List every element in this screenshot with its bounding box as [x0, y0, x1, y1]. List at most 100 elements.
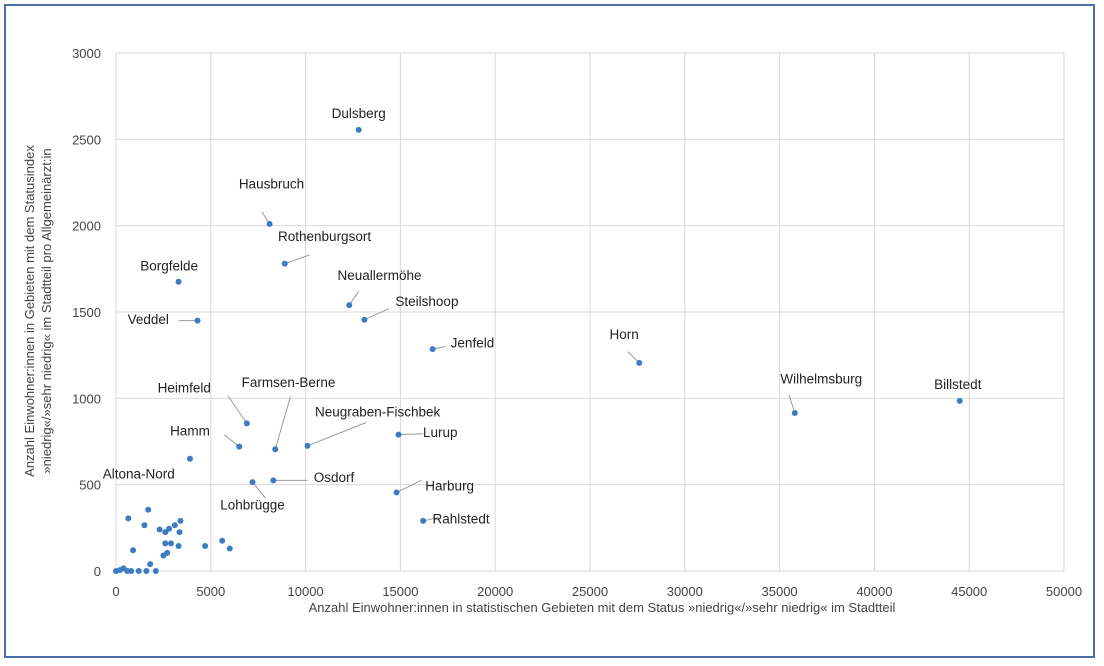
point-label: Farmsen-Berne	[242, 375, 336, 390]
y-tick-label: 2500	[72, 132, 101, 147]
leader-line	[284, 254, 310, 265]
leader-line	[223, 434, 240, 448]
x-tick-label: 40000	[856, 584, 892, 599]
x-tick-label: 20000	[477, 584, 513, 599]
x-tick-label: 10000	[288, 584, 324, 599]
data-point	[226, 545, 233, 552]
data-point	[420, 517, 427, 524]
data-point	[145, 506, 152, 513]
data-point	[143, 568, 150, 574]
leader-line	[398, 433, 424, 436]
data-points	[113, 126, 963, 574]
data-point	[304, 442, 311, 449]
x-tick-label: 30000	[667, 584, 703, 599]
grid	[115, 52, 1065, 572]
point-label: Rothenburgsort	[278, 229, 371, 244]
point-label: Steilshoop	[395, 294, 458, 309]
data-point	[346, 302, 353, 309]
data-point	[281, 260, 288, 267]
data-point	[171, 522, 178, 529]
data-point	[164, 549, 171, 556]
data-point	[636, 359, 643, 366]
data-point	[141, 522, 148, 529]
y-axis-label-line2: »niedrig«/»sehr niedrig« im Stadtteil pr…	[39, 148, 54, 473]
point-label: Veddel	[128, 312, 169, 327]
point-label: Hausbruch	[239, 177, 304, 192]
data-point	[236, 443, 243, 450]
leader-line	[307, 422, 367, 447]
leader-line	[274, 396, 291, 450]
data-point	[167, 540, 174, 547]
point-label: Billstedt	[934, 377, 982, 392]
data-point	[395, 431, 402, 438]
data-point	[162, 540, 169, 547]
point-label: Dulsberg	[332, 106, 386, 121]
point-labels: Dulsberg Hausbruch Rothenburgsort Borgfelde…	[103, 106, 982, 527]
data-point	[175, 278, 182, 285]
data-point	[791, 410, 798, 417]
point-label: Hamm	[170, 423, 210, 438]
y-tick-label: 500	[79, 478, 101, 493]
data-point	[162, 529, 169, 536]
point-label: Jenfeld	[451, 335, 495, 350]
chart-frame	[4, 4, 1095, 658]
data-point	[175, 542, 182, 549]
x-tick-label: 45000	[951, 584, 987, 599]
x-axis-label: Anzahl Einwohner:innen in statistischen …	[309, 600, 896, 615]
point-label: Rahlstedt	[433, 512, 490, 527]
point-label: Lohbrügge	[220, 498, 285, 513]
point-label: Altona-Nord	[103, 467, 175, 482]
x-tick-label: 0	[112, 584, 119, 599]
data-point	[186, 455, 193, 462]
data-point	[956, 397, 963, 404]
y-tick-label: 3000	[72, 46, 101, 61]
data-point	[361, 316, 368, 323]
data-point	[156, 526, 163, 533]
data-point	[147, 561, 154, 568]
data-point	[152, 568, 159, 574]
y-tick-label: 2000	[72, 219, 101, 234]
x-tick-label: 15000	[382, 584, 418, 599]
y-axis-label-line1: Anzahl Einwohner:innen in Gebieten mit d…	[22, 145, 37, 477]
data-point	[130, 547, 137, 554]
point-label: Horn	[609, 327, 638, 342]
point-label: Heimfeld	[158, 380, 211, 395]
data-point	[176, 529, 183, 536]
data-point	[249, 479, 256, 486]
point-label: Wilhelmsburg	[780, 372, 862, 387]
data-point	[125, 515, 132, 522]
x-tick-label: 25000	[572, 584, 608, 599]
x-tick-label: 5000	[196, 584, 225, 599]
x-tick-label: 35000	[762, 584, 798, 599]
data-point	[202, 542, 209, 549]
leader-lines	[178, 211, 796, 522]
data-point	[194, 317, 201, 324]
point-label: Lurup	[423, 425, 458, 440]
data-point	[355, 126, 362, 133]
data-point	[177, 517, 184, 524]
y-tick-labels: 0 500 1000 1500 2000 2500 3000	[72, 46, 101, 579]
point-label: Neugraben-Fischbek	[315, 404, 441, 419]
y-tick-label: 1000	[72, 391, 101, 406]
leader-line	[227, 395, 248, 424]
x-tick-label: 50000	[1046, 584, 1082, 599]
x-tick-labels: 0 5000 10000 15000 20000 25000 30000 35000 40000…	[112, 584, 1082, 599]
y-tick-label: 0	[94, 564, 101, 579]
data-point	[272, 446, 279, 453]
data-point	[128, 568, 135, 574]
data-point	[270, 477, 277, 484]
data-point	[219, 537, 226, 544]
point-label: Osdorf	[314, 470, 355, 485]
leader-line	[364, 308, 390, 321]
data-point	[429, 346, 436, 353]
point-label: Harburg	[425, 479, 474, 494]
leader-line	[396, 479, 422, 493]
y-tick-label: 1500	[72, 305, 101, 320]
point-label: Borgfelde	[140, 259, 198, 274]
point-label: Neuallermöhe	[338, 268, 422, 283]
data-point	[166, 525, 173, 532]
data-point	[135, 568, 142, 574]
data-point	[393, 489, 400, 496]
data-point	[243, 420, 250, 427]
